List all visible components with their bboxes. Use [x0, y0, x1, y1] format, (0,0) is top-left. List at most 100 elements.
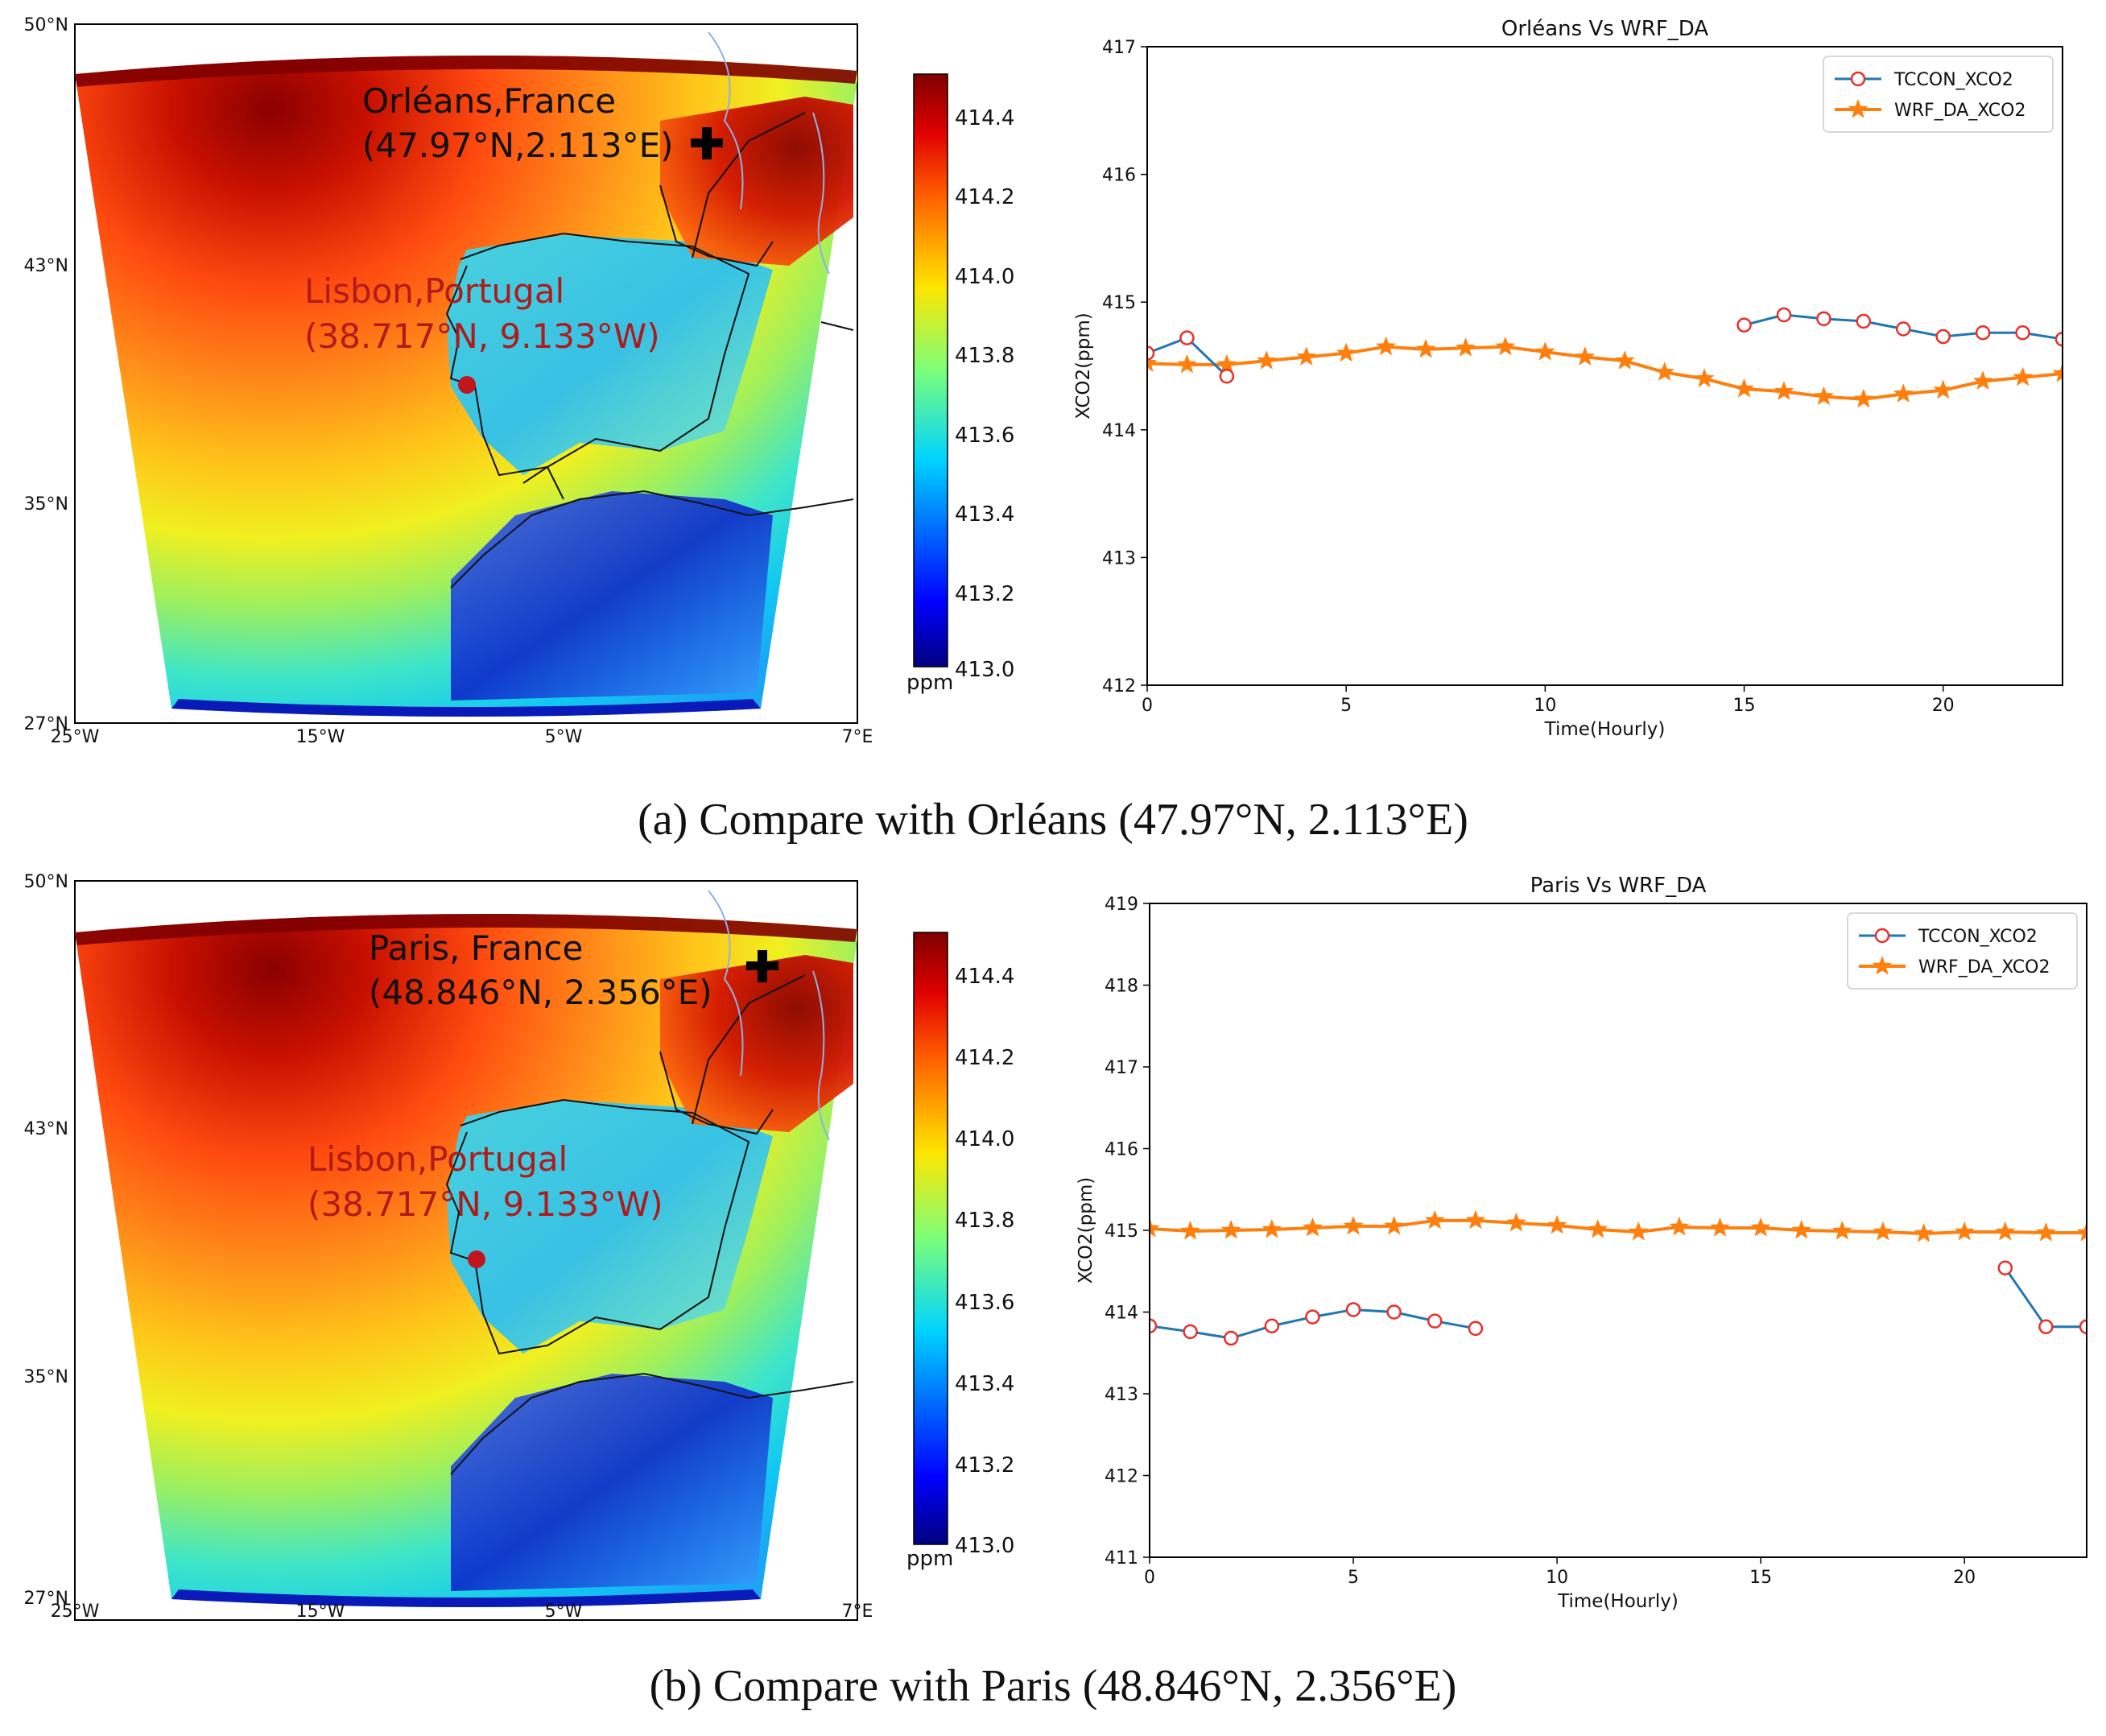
lon-tick: 25°W — [51, 1602, 100, 1622]
map-b-colorbar: 414.4 414.2 414.0 413.8 413.6 413.4 413.… — [906, 932, 1014, 1571]
colorbar-tick: 414.2 — [955, 1046, 1014, 1070]
wrf-star-point — [1343, 1215, 1364, 1235]
chart-title: Orléans Vs WRF_DA — [1501, 17, 1708, 41]
x-tick-label: 0 — [1144, 1568, 1155, 1588]
wrf-star-point — [1296, 346, 1317, 366]
map-b-lat-ticks: 50°N 43°N 35°N 27°N — [24, 872, 68, 1609]
wrf-star-point — [1147, 353, 1158, 372]
x-axis-label: Time(Hourly) — [1557, 1591, 1679, 1612]
tccon-circle-point — [1183, 1324, 1198, 1340]
lat-tick: 43°N — [24, 1119, 68, 1139]
y-tick-label: 412 — [1105, 1467, 1138, 1487]
lat-tick: 50°N — [24, 15, 68, 35]
plot-area — [1147, 307, 2063, 408]
wrf-star-point — [1588, 1219, 1608, 1238]
legend-box — [1823, 56, 2054, 133]
lon-tick: 15°W — [296, 1602, 345, 1622]
map-a-rivers — [708, 31, 830, 275]
legend-wrf-label: WRF_DA_XCO2 — [1894, 101, 2025, 121]
wrf-star-point — [1995, 1221, 2016, 1241]
lisbon-label-line1: Lisbon,Portugal — [308, 1139, 568, 1179]
y-tick-label: 419 — [1105, 895, 1138, 915]
wrf-star-point — [1972, 370, 1993, 390]
tccon-circle-point — [1386, 1304, 1402, 1320]
map-a-svg: 50°N 43°N 35°N 27°N 25°W 15°W 5°W 7°E Or… — [24, 15, 1015, 747]
wrf-star-point — [1216, 353, 1237, 374]
x-tick-label: 10 — [1534, 696, 1556, 716]
colorbar-tick: 414.4 — [955, 106, 1014, 130]
lon-tick: 15°W — [296, 727, 345, 747]
legend-box — [1847, 912, 2078, 990]
wrf-star-point — [1506, 1212, 1526, 1232]
map-b-coastlines — [445, 974, 854, 1475]
colorbar-unit: ppm — [906, 671, 953, 695]
plus-marker-icon — [691, 127, 723, 159]
tccon-circle-point — [1147, 345, 1155, 361]
wrf-star-point — [1914, 1223, 1934, 1242]
site-label-line2: (47.97°N,2.113°E) — [362, 126, 674, 165]
tccon-circle-point — [1816, 311, 1831, 327]
colorbar-tick: 413.0 — [955, 1534, 1014, 1558]
legend-tccon-marker — [1850, 71, 1866, 87]
wrf-star-point — [1384, 1215, 1404, 1235]
wrf-star-point — [2052, 363, 2063, 382]
wrf-series-line — [1147, 345, 2063, 401]
x-axis-label: Time(Hourly) — [1544, 719, 1666, 740]
colorbar-tick: 413.4 — [955, 502, 1014, 527]
wrf-star-point — [1814, 386, 1834, 406]
map-b-svg: 50°N 43°N 35°N 27°N 25°W 15°W 5°W 7°E Pa… — [24, 872, 1015, 1622]
map-a-site-label: Orléans,France (47.97°N,2.113°E) — [362, 81, 674, 165]
colorbar-tick: 413.6 — [955, 1291, 1014, 1315]
wrf-star-point — [1873, 1221, 1893, 1241]
map-b-site-label: Paris, France (48.846°N, 2.356°E) — [369, 928, 712, 1012]
wrf-star-point — [1415, 338, 1436, 358]
colorbar-tick: 414.0 — [955, 265, 1014, 289]
map-a-colorbar: 414.4 414.2 414.0 413.8 413.6 413.4 413.… — [906, 73, 1014, 695]
colorbar-tick: 413.2 — [955, 1453, 1014, 1478]
wrf-star-point — [1614, 350, 1635, 370]
wrf-star-point — [2036, 1222, 2056, 1242]
tccon-circle-point — [1776, 307, 1792, 323]
tccon-circle-point — [1975, 325, 1991, 341]
lon-tick: 25°W — [51, 727, 100, 747]
wrf-star-point — [1694, 368, 1715, 387]
wrf-star-point — [1628, 1221, 1649, 1241]
tccon-circle-point — [1736, 317, 1752, 333]
map-panel-b: 50°N 43°N 35°N 27°N 25°W 15°W 5°W 7°E Pa… — [0, 858, 1055, 1631]
chart-title: Paris Vs WRF_DA — [1530, 874, 1707, 898]
wrf-star-point — [1262, 1219, 1282, 1238]
lat-tick: 50°N — [24, 872, 68, 892]
wrf-star-point — [1220, 1220, 1241, 1239]
wrf-star-point — [1535, 341, 1555, 361]
wrf-star-point — [1177, 353, 1197, 374]
y-tick-label: 415 — [1102, 293, 1136, 313]
tccon-circle-point — [2054, 331, 2063, 347]
y-tick-label: 418 — [1105, 977, 1138, 997]
y-tick-label: 415 — [1105, 1221, 1138, 1242]
tccon-circle-point — [1856, 313, 1872, 329]
lat-tick: 35°N — [24, 494, 68, 515]
site-label-line1: Orléans,France — [362, 81, 616, 121]
lat-tick: 43°N — [24, 256, 68, 276]
x-tick-label: 20 — [1953, 1568, 1976, 1588]
tccon-circle-point — [1468, 1321, 1484, 1337]
caption-a: (a) Compare with Orléans (47.97°N, 2.113… — [638, 795, 1468, 845]
wrf-star-point — [1710, 1217, 1730, 1237]
x-tick-label: 10 — [1546, 1568, 1568, 1588]
lisbon-dot-icon — [468, 1250, 485, 1268]
colorbar-tick: 413.0 — [955, 658, 1014, 682]
site-label-line1: Paris, France — [369, 928, 583, 968]
y-axis-label: XCO2(ppm) — [1073, 312, 1094, 419]
y-tick-label: 411 — [1105, 1548, 1138, 1569]
lat-tick: 35°N — [24, 1367, 68, 1387]
wrf-star-point — [1791, 1220, 1812, 1239]
wrf-star-point — [1150, 1218, 1160, 1238]
wrf-star-point — [1180, 1221, 1200, 1240]
wrf-star-point — [1465, 1209, 1486, 1230]
tccon-circle-point — [1896, 321, 1911, 337]
map-b-lisbon-label: Lisbon,Portugal (38.717°N, 9.133°W) — [308, 1139, 663, 1224]
site-label-line2: (48.846°N, 2.356°E) — [369, 973, 712, 1012]
tccon-circle-point — [1264, 1318, 1280, 1334]
map-a-coastlines — [445, 112, 854, 589]
y-tick-label: 416 — [1105, 1140, 1138, 1160]
